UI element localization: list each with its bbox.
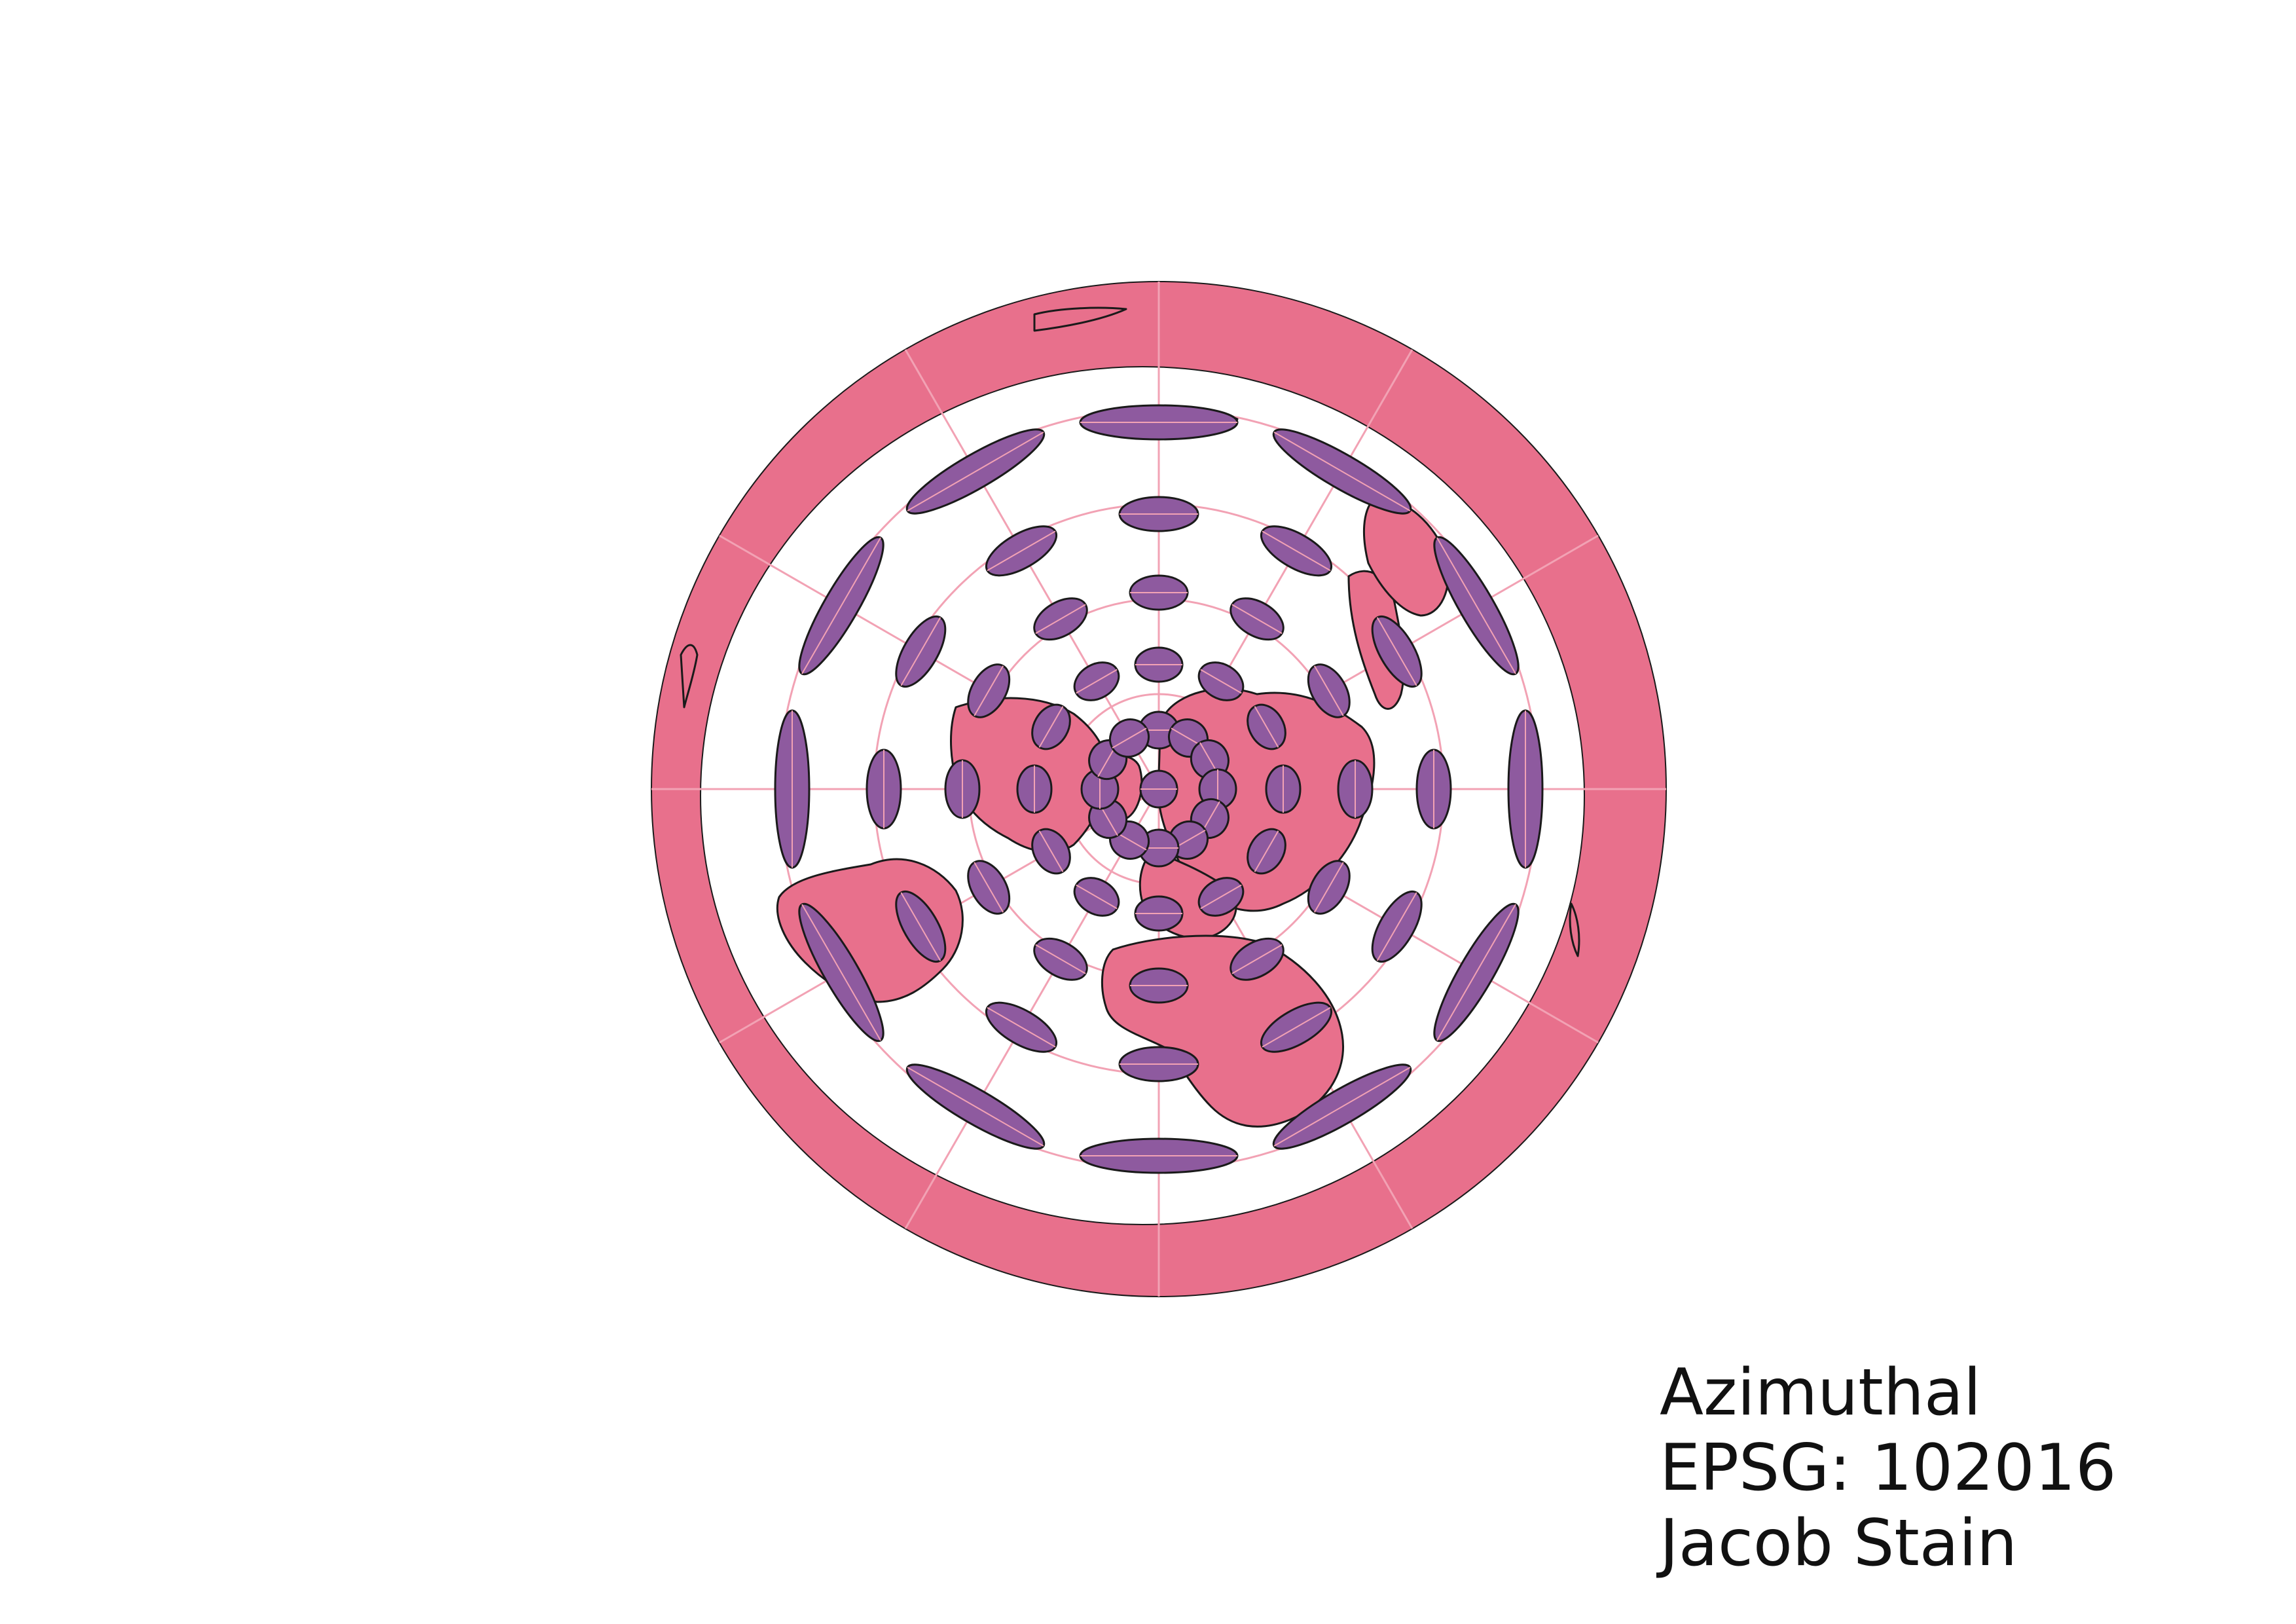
tissot-cross-line xyxy=(1376,892,1417,961)
tissot-cross-line xyxy=(1035,944,1086,974)
tissot-cross-line xyxy=(1262,530,1331,572)
landmass-australia xyxy=(1363,496,1450,617)
tissot-cross-line xyxy=(1035,604,1086,635)
tissot-cross-line xyxy=(1038,830,1064,872)
tissot-cross-line xyxy=(1313,862,1344,913)
tissot-cross-line xyxy=(1436,904,1516,1041)
tissot-cross-line xyxy=(1076,884,1118,910)
tissot-cross-line xyxy=(1254,706,1279,748)
azimuthal-globe xyxy=(651,281,1667,1297)
landmass-antarctica-left xyxy=(680,644,699,709)
tissot-cross-line xyxy=(1231,944,1283,974)
tissot-cross-line xyxy=(1200,884,1242,910)
tissot-cross-line xyxy=(1076,669,1118,694)
tissot-cross-line xyxy=(974,665,1004,716)
tissot-cross-line xyxy=(1112,728,1147,748)
epsg-code: EPSG: 102016 xyxy=(1660,1431,2117,1505)
map-caption: Azimuthal EPSG: 102016 Jacob Stain xyxy=(1660,1356,2116,1581)
tissot-cross-line xyxy=(1313,665,1344,716)
tissot-cross-line xyxy=(1038,706,1064,748)
landmass-antarctica-right xyxy=(1569,902,1580,957)
tissot-cross-line xyxy=(907,1067,1044,1147)
tissot-cross-line xyxy=(1231,604,1283,635)
tissot-cross-line xyxy=(1436,537,1516,674)
tissot-cross-line xyxy=(987,530,1056,572)
tissot-cross-line xyxy=(1273,1067,1411,1147)
tissot-cross-line xyxy=(1262,1006,1331,1048)
tissot-cross-line xyxy=(1200,669,1242,694)
projection-name: Azimuthal xyxy=(1660,1356,1982,1430)
landmass-antarctica-top xyxy=(1033,306,1127,332)
tissot-cross-line xyxy=(1376,617,1417,686)
tissot-cross-line xyxy=(900,892,941,961)
tissot-cross-line xyxy=(801,904,881,1041)
tissot-cross-line xyxy=(1273,432,1411,511)
author-name: Jacob Stain xyxy=(1660,1506,2018,1581)
tissot-cross-line xyxy=(801,537,881,674)
tissot-cross-line xyxy=(900,617,941,686)
tissot-indicatrices xyxy=(774,404,1544,1174)
tissot-cross-line xyxy=(974,862,1004,913)
tissot-cross-line xyxy=(1254,830,1279,872)
tissot-cross-line xyxy=(987,1006,1056,1048)
tissot-cross-line xyxy=(907,432,1044,511)
